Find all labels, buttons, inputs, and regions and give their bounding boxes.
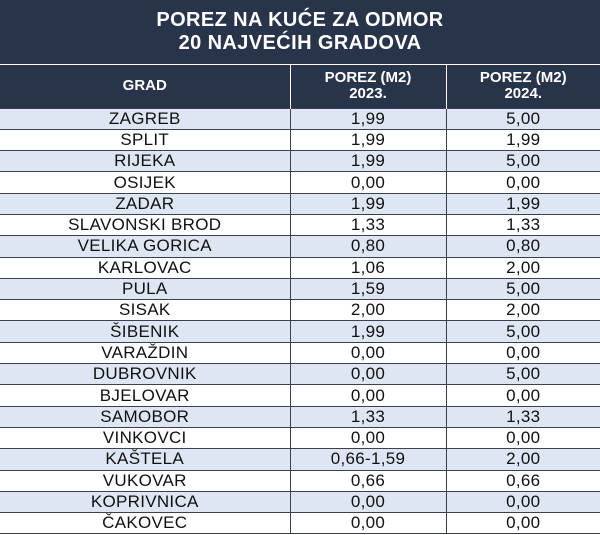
title-line-2: 20 NAJVEĆIH GRADOVA bbox=[178, 32, 422, 54]
table-row: RIJEKA 1,99 5,00 bbox=[0, 150, 600, 173]
cell-tax-2023: 1,99 bbox=[289, 150, 447, 173]
cell-city: PULA bbox=[0, 277, 291, 301]
cell-city: ZADAR bbox=[0, 192, 291, 215]
cell-tax-2023: 0,80 bbox=[289, 235, 447, 258]
table-row: KAŠTELA 0,66-1,59 2,00 bbox=[0, 448, 600, 471]
header-tax-2023-year: 2023. bbox=[349, 85, 387, 103]
cell-tax-2023: 0,00 bbox=[289, 384, 447, 407]
table-row: VELIKA GORICA 0,80 0,80 bbox=[0, 235, 600, 258]
cell-tax-2024: 5,00 bbox=[445, 277, 600, 301]
cell-tax-2023: 1,33 bbox=[289, 405, 447, 428]
cell-tax-2024: 1,99 bbox=[445, 192, 600, 215]
cell-tax-2024: 0,00 bbox=[445, 512, 600, 535]
cell-tax-2023: 1,33 bbox=[289, 213, 447, 237]
cell-tax-2024: 2,00 bbox=[445, 256, 600, 279]
cell-tax-2024: 5,00 bbox=[445, 320, 600, 343]
cell-city: VARAŽDIN bbox=[0, 341, 291, 365]
header-tax-2024: POREZ (M2) 2024. bbox=[445, 65, 600, 108]
cell-city: SISAK bbox=[0, 299, 291, 322]
cell-city: KOPRIVNICA bbox=[0, 490, 291, 514]
cell-tax-2024: 5,00 bbox=[445, 150, 600, 173]
cell-tax-2023: 0,66-1,59 bbox=[289, 448, 447, 471]
tax-table: GRAD POREZ (M2) 2023. POREZ (M2) 2024. Z… bbox=[0, 65, 600, 535]
cell-tax-2024: 0,00 bbox=[445, 384, 600, 407]
cell-tax-2024: 5,00 bbox=[445, 363, 600, 386]
cell-tax-2023: 0,66 bbox=[289, 469, 447, 492]
cell-tax-2024: 5,00 bbox=[445, 107, 600, 130]
table-row: ŠIBENIK 1,99 5,00 bbox=[0, 320, 600, 343]
cell-city: SAMOBOR bbox=[0, 405, 291, 428]
cell-tax-2023: 0,00 bbox=[289, 171, 447, 194]
header-tax-2024-label: POREZ (M2) bbox=[479, 69, 567, 87]
cell-tax-2023: 1,99 bbox=[289, 192, 447, 215]
cell-tax-2024: 0,66 bbox=[445, 469, 600, 492]
cell-tax-2023: 1,06 bbox=[289, 256, 447, 279]
cell-city: ČAKOVEC bbox=[0, 512, 291, 535]
cell-tax-2024: 0,00 bbox=[445, 341, 600, 365]
cell-city: VELIKA GORICA bbox=[0, 235, 291, 258]
cell-city: ŠIBENIK bbox=[0, 320, 291, 343]
cell-city: BJELOVAR bbox=[0, 384, 291, 407]
table-row: PULA 1,59 5,00 bbox=[0, 277, 600, 301]
table-row: BJELOVAR 0,00 0,00 bbox=[0, 384, 600, 407]
table-body: ZAGREB 1,99 5,00 SPLIT 1,99 1,99 RIJEKA 1,99 5,0… bbox=[0, 107, 600, 535]
table-row: ZAGREB 1,99 5,00 bbox=[0, 107, 600, 130]
cell-city: RIJEKA bbox=[0, 150, 291, 173]
table-row: SLAVONSKI BROD 1,33 1,33 bbox=[0, 213, 600, 237]
header-tax-2023-label: POREZ (M2) bbox=[324, 69, 412, 87]
cell-city: VUKOVAR bbox=[0, 469, 291, 492]
table-header: GRAD POREZ (M2) 2023. POREZ (M2) 2024. bbox=[0, 65, 600, 108]
cell-city: OSIJEK bbox=[0, 171, 291, 194]
table-row: OSIJEK 0,00 0,00 bbox=[0, 171, 600, 194]
cell-tax-2024: 2,00 bbox=[445, 448, 600, 471]
cell-tax-2023: 0,00 bbox=[289, 512, 447, 535]
table-row: VINKOVCI 0,00 0,00 bbox=[0, 426, 600, 450]
title-line-1: POREZ NA KUĆE ZA ODMOR bbox=[156, 9, 444, 31]
cell-tax-2024: 2,00 bbox=[445, 299, 600, 322]
cell-tax-2023: 0,00 bbox=[289, 426, 447, 450]
cell-tax-2024: 1,33 bbox=[445, 405, 600, 428]
cell-tax-2023: 1,99 bbox=[289, 128, 447, 152]
cell-city: KARLOVAC bbox=[0, 256, 291, 279]
cell-tax-2023: 1,59 bbox=[289, 277, 447, 301]
table-row: DUBROVNIK 0,00 5,00 bbox=[0, 363, 600, 386]
header-tax-2023: POREZ (M2) 2023. bbox=[289, 65, 446, 108]
table-row: SPLIT 1,99 1,99 bbox=[0, 128, 600, 152]
cell-tax-2024: 0,80 bbox=[445, 235, 600, 258]
cell-tax-2023: 0,00 bbox=[289, 363, 447, 386]
table-row: ČAKOVEC 0,00 0,00 bbox=[0, 512, 600, 535]
table-row: SISAK 2,00 2,00 bbox=[0, 299, 600, 322]
cell-tax-2024: 0,00 bbox=[445, 426, 600, 450]
cell-tax-2023: 2,00 bbox=[289, 299, 447, 322]
cell-tax-2024: 1,99 bbox=[445, 128, 600, 152]
cell-city: VINKOVCI bbox=[0, 426, 291, 450]
cell-tax-2023: 1,99 bbox=[289, 320, 447, 343]
table-row: ZADAR 1,99 1,99 bbox=[0, 192, 600, 215]
cell-tax-2023: 0,00 bbox=[289, 490, 447, 514]
cell-tax-2023: 1,99 bbox=[289, 107, 447, 130]
cell-tax-2024: 0,00 bbox=[445, 171, 600, 194]
header-tax-2024-year: 2024. bbox=[504, 85, 543, 103]
cell-city: DUBROVNIK bbox=[0, 363, 291, 386]
header-city: GRAD bbox=[0, 65, 290, 108]
table-row: KARLOVAC 1,06 2,00 bbox=[0, 256, 600, 279]
table-row: SAMOBOR 1,33 1,33 bbox=[0, 405, 600, 428]
table-row: KOPRIVNICA 0,00 0,00 bbox=[0, 490, 600, 514]
cell-city: ZAGREB bbox=[0, 107, 291, 130]
table-row: VARAŽDIN 0,00 0,00 bbox=[0, 341, 600, 365]
cell-tax-2023: 0,00 bbox=[289, 341, 447, 365]
cell-city: KAŠTELA bbox=[0, 448, 291, 471]
cell-city: SPLIT bbox=[0, 128, 291, 152]
table-row: VUKOVAR 0,66 0,66 bbox=[0, 469, 600, 492]
title-banner: POREZ NA KUĆE ZA ODMOR 20 NAJVEĆIH GRADO… bbox=[0, 0, 600, 65]
cell-tax-2024: 0,00 bbox=[445, 490, 600, 514]
cell-city: SLAVONSKI BROD bbox=[0, 213, 291, 237]
cell-tax-2024: 1,33 bbox=[445, 213, 600, 237]
